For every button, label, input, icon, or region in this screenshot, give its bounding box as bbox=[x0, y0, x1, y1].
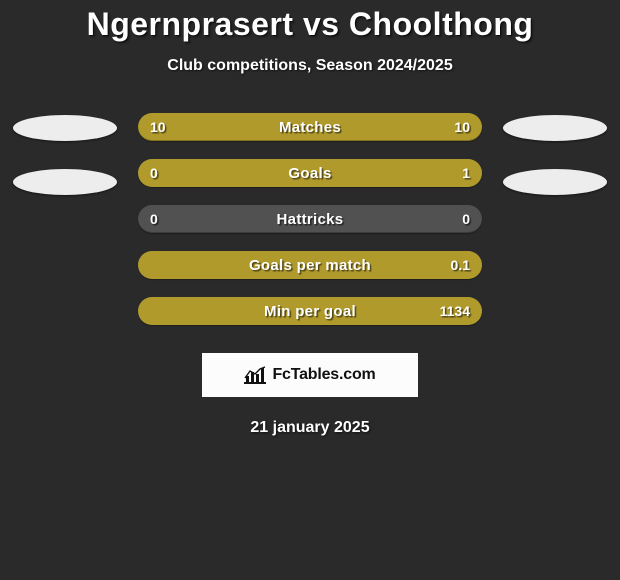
comparison-body: 10 Matches 10 0 Goals 1 0 Hattricks 0 bbox=[0, 113, 620, 325]
bar-gpm: Goals per match 0.1 bbox=[138, 251, 482, 279]
bar-hattricks-right-value: 0 bbox=[462, 205, 470, 233]
subtitle: Club competitions, Season 2024/2025 bbox=[0, 57, 620, 75]
infographic-root: Ngernprasert vs Choolthong Club competit… bbox=[0, 0, 620, 580]
right-avatar-column bbox=[500, 113, 610, 195]
right-avatar-2 bbox=[503, 169, 607, 195]
right-avatar-1 bbox=[503, 115, 607, 141]
bar-mpg-right-value: 1134 bbox=[440, 297, 470, 325]
bar-hattricks-label: Hattricks bbox=[138, 205, 482, 233]
bar-goals-right-value: 1 bbox=[462, 159, 470, 187]
left-avatar-2 bbox=[13, 169, 117, 195]
left-avatar-1 bbox=[13, 115, 117, 141]
bar-mpg-label: Min per goal bbox=[138, 297, 482, 325]
page-title: Ngernprasert vs Choolthong bbox=[0, 6, 620, 43]
bar-gpm-label: Goals per match bbox=[138, 251, 482, 279]
date-text: 21 january 2025 bbox=[0, 419, 620, 437]
bar-matches-right-value: 10 bbox=[454, 113, 470, 141]
brand-text: FcTables.com bbox=[272, 366, 375, 384]
bar-gpm-right-value: 0.1 bbox=[451, 251, 470, 279]
bar-chart-icon bbox=[244, 366, 266, 384]
bar-mpg: Min per goal 1134 bbox=[138, 297, 482, 325]
bar-goals: 0 Goals 1 bbox=[138, 159, 482, 187]
left-avatar-column bbox=[10, 113, 120, 195]
stat-bars: 10 Matches 10 0 Goals 1 0 Hattricks 0 bbox=[138, 113, 482, 325]
bar-hattricks: 0 Hattricks 0 bbox=[138, 205, 482, 233]
bar-matches-label: Matches bbox=[138, 113, 482, 141]
bar-matches: 10 Matches 10 bbox=[138, 113, 482, 141]
brand-box[interactable]: FcTables.com bbox=[202, 353, 418, 397]
bar-goals-label: Goals bbox=[138, 159, 482, 187]
